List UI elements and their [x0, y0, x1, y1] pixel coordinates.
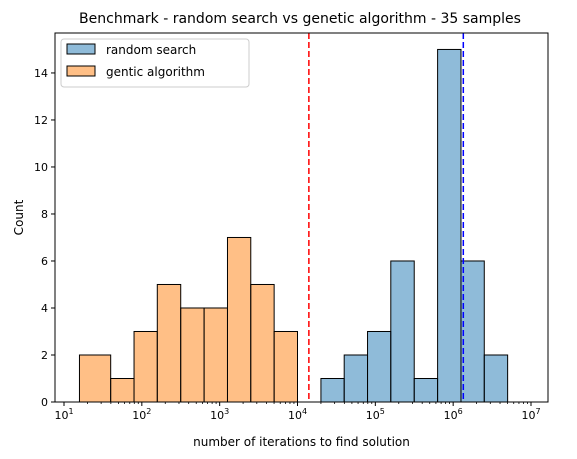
bar-series-0-bin-13: [390, 260, 415, 403]
legend: random search gentic algorithm: [60, 38, 250, 88]
legend-label-0: random search: [106, 43, 196, 57]
y-axis: 0 2 4 6 8 10 12 14: [34, 67, 55, 409]
bar-series-1-bin-8: [273, 330, 298, 403]
y-tick-label-4: 8: [41, 208, 48, 221]
y-tick-label-5: 10: [34, 161, 48, 174]
bar-series-1-bin-1: [110, 377, 135, 403]
bars-layer: [78, 48, 509, 403]
y-tick-label-0: 0: [41, 396, 48, 409]
legend-swatch-0: [66, 43, 96, 55]
y-axis-label: Count: [12, 199, 26, 235]
legend-label-1: gentic algorithm: [106, 65, 205, 79]
bar-series-1-bin-4: [180, 307, 205, 403]
bar-series-0-bin-12: [367, 330, 392, 403]
y-tick-label-1: 2: [41, 349, 48, 362]
bar-series-0-bin-16: [460, 260, 485, 403]
chart-title: Benchmark - random search vs genetic alg…: [79, 11, 521, 27]
bar-series-0-bin-10: [320, 377, 345, 403]
y-tick-label-7: 14: [34, 67, 48, 80]
legend-swatch-1: [66, 65, 96, 77]
reference-lines-layer: [308, 33, 465, 402]
bar-series-1-bin-0: [78, 354, 112, 403]
bar-series-1-bin-2: [133, 330, 158, 403]
bar-series-0-bin-14: [413, 377, 439, 403]
y-tick-label-2: 4: [41, 302, 48, 315]
y-tick-label-6: 12: [34, 114, 48, 127]
bar-series-0-bin-15: [437, 48, 462, 403]
legend-box: [60, 38, 250, 88]
bar-series-1-bin-3: [156, 283, 182, 403]
y-tick-label-3: 6: [41, 255, 48, 268]
bar-series-0-bin-17: [483, 354, 509, 403]
bar-series-1-bin-7: [250, 283, 275, 403]
plot-frame: [54, 32, 549, 403]
bar-series-1-bin-6: [226, 236, 252, 403]
bar-series-0-bin-11: [343, 354, 369, 403]
bar-series-1-bin-5: [203, 307, 228, 403]
x-axis-label: number of iterations to find solution: [193, 435, 410, 449]
